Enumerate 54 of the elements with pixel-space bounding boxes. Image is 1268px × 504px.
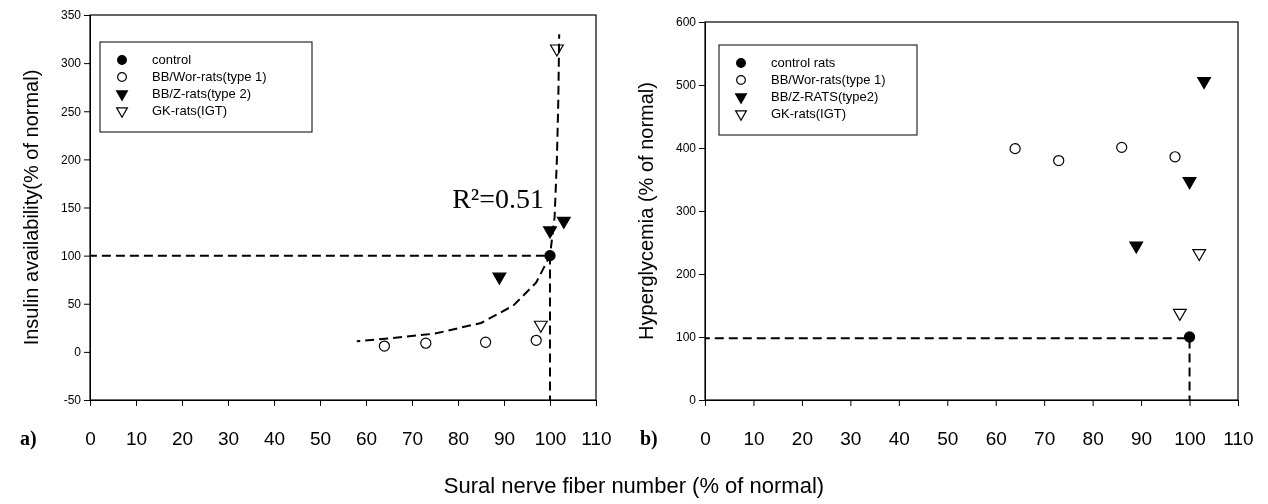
x-tick-label: 80 [1082, 428, 1104, 450]
y-tick-label: 200 [675, 267, 697, 282]
legend-label: BB/Wor-rats(type 1) [771, 72, 886, 87]
x-tick-label: 70 [1034, 428, 1056, 450]
legend-label: control [152, 52, 192, 67]
x-tick-label: 60 [985, 428, 1007, 450]
x-tick-label: 100 [534, 428, 567, 450]
x-axis-title: Sural nerve fiber number (% of normal) [443, 473, 825, 498]
legend-label: GK-rats(IGT) [771, 106, 847, 121]
x-tick-label: 0 [85, 428, 96, 450]
legend-label: BB/Wor-rats(type 1) [152, 69, 267, 84]
x-tick-label: 70 [401, 428, 424, 450]
legend-label: BB/Z-rats(type 2) [152, 86, 251, 101]
y-tick-label: 400 [675, 141, 697, 156]
x-tick-label: 50 [937, 428, 959, 450]
x-tick-label: 20 [171, 428, 194, 450]
y-tick-label: 250 [60, 104, 82, 119]
x-tick-label: 40 [263, 428, 286, 450]
y-tick-label: 50 [67, 297, 82, 312]
legend-label: GK-rats(IGT) [152, 103, 228, 118]
x-tick-label: 30 [217, 428, 240, 450]
y-tick-label: 150 [60, 200, 82, 215]
y-tick-label: 200 [60, 152, 82, 167]
y-tick-label: 100 [675, 330, 697, 345]
y-tick-label: 300 [60, 56, 82, 71]
y-tick-label: 0 [689, 393, 697, 408]
y-tick-label: 600 [675, 15, 697, 30]
x-tick-label: 40 [888, 428, 910, 450]
x-tick-label: 20 [791, 428, 813, 450]
text: a) [20, 427, 37, 450]
y-axis-title: Hyperglycemia (% of normal) [635, 82, 657, 340]
y-tick-label: 0 [74, 345, 82, 360]
x-tick-label: 90 [1131, 428, 1153, 450]
x-tick-label: 80 [447, 428, 470, 450]
x-tick-label: 90 [493, 428, 516, 450]
annotation: R²=0.51 [452, 182, 544, 214]
x-tick-label: 110 [1223, 428, 1254, 450]
x-tick-label: 100 [1174, 428, 1206, 450]
x-tick-label: 60 [355, 428, 378, 450]
x-tick-label: 50 [309, 428, 332, 450]
y-tick-label: 500 [675, 78, 697, 93]
x-tick-label: 10 [125, 428, 148, 450]
x-tick-label: 10 [743, 428, 765, 450]
y-tick-label: -50 [63, 393, 82, 408]
text: b) [640, 427, 658, 450]
y-tick-label: 300 [675, 204, 697, 219]
y-tick-label: 350 [60, 8, 82, 23]
legend-label: control rats [771, 55, 836, 70]
legend-label: BB/Z-RATS(type2) [771, 89, 879, 104]
x-tick-label: 110 [581, 428, 612, 450]
x-tick-label: 0 [700, 428, 711, 450]
y-axis-title: Insulin availability(% of normal) [20, 69, 42, 346]
x-tick-label: 30 [840, 428, 862, 450]
y-tick-label: 100 [60, 248, 82, 263]
